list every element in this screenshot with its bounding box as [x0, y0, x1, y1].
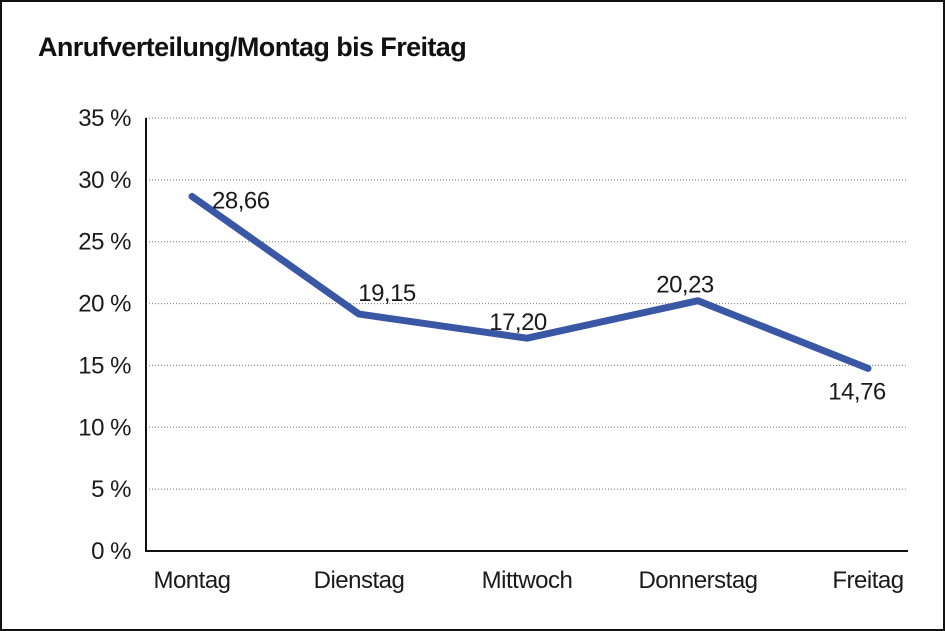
- x-tick-label: Donnerstag: [638, 567, 757, 594]
- y-tick-label: 25 %: [78, 229, 131, 256]
- data-point-label: 20,23: [656, 272, 714, 299]
- x-tick-label: Montag: [153, 567, 230, 594]
- y-tick-label: 20 %: [78, 291, 131, 318]
- data-point-label: 17,20: [489, 309, 547, 336]
- y-tick-label: 0 %: [91, 538, 131, 565]
- y-tick-label: 5 %: [91, 476, 131, 503]
- x-tick-label: Mittwoch: [482, 567, 573, 594]
- data-point-label: 19,15: [358, 280, 416, 307]
- y-tick-label: 10 %: [78, 414, 131, 441]
- data-line: [188, 192, 872, 372]
- y-tick-label: 35 %: [78, 105, 131, 132]
- x-tick-label: Dienstag: [314, 567, 405, 594]
- chart-title: Anrufverteilung/Montag bis Freitag: [38, 32, 467, 62]
- y-tick-label: 15 %: [78, 352, 131, 379]
- data-point-label: 14,76: [828, 378, 886, 405]
- data-point-label: 28,66: [212, 187, 270, 214]
- y-tick-label: 30 %: [78, 167, 131, 194]
- x-tick-label: Freitag: [832, 567, 903, 594]
